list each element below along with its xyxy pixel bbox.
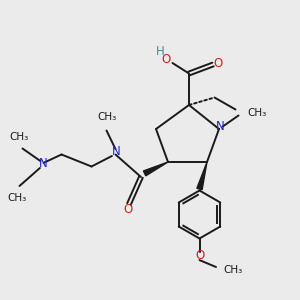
Text: CH₃: CH₃ [97, 112, 116, 122]
Text: O: O [214, 57, 223, 70]
Text: CH₃: CH₃ [223, 265, 242, 275]
Text: O: O [123, 203, 132, 216]
Polygon shape [197, 162, 207, 190]
Text: N: N [216, 120, 225, 133]
Text: CH₃: CH₃ [9, 132, 28, 142]
Text: H: H [155, 45, 164, 58]
Text: O: O [161, 53, 170, 66]
Text: CH₃: CH₃ [7, 193, 26, 202]
Text: N: N [112, 145, 121, 158]
Text: CH₃: CH₃ [247, 107, 266, 118]
Text: O: O [195, 249, 204, 262]
Text: N: N [39, 157, 48, 170]
Polygon shape [143, 162, 168, 176]
